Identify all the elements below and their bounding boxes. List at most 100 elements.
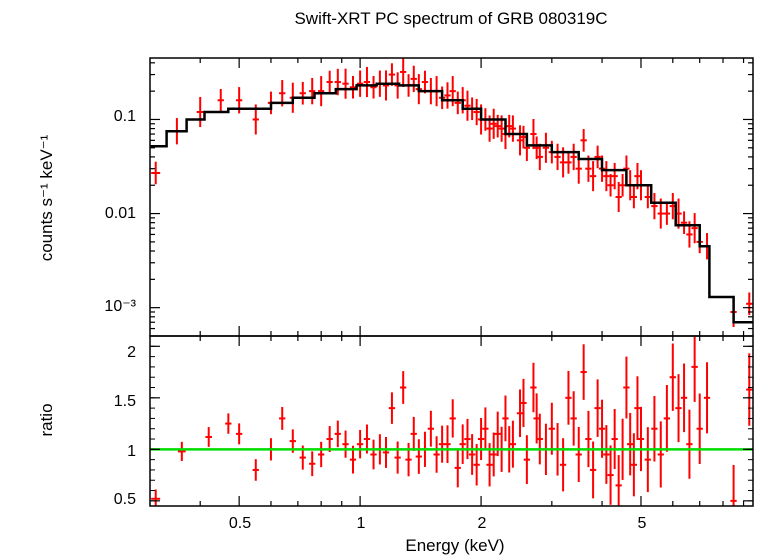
spectrum-point <box>309 77 316 105</box>
spectrum-point <box>217 88 224 112</box>
ratio-point <box>438 425 446 463</box>
bottom-y-axis-label: ratio <box>37 403 56 436</box>
spectrum-point <box>318 76 325 107</box>
spectrum-point <box>370 75 377 99</box>
ratio-point <box>342 430 349 458</box>
spectrum-point <box>615 181 622 213</box>
spectrum-point <box>421 70 429 94</box>
spectrum-point <box>151 161 161 185</box>
spectrum-point <box>663 202 671 225</box>
ratio-point <box>177 441 186 461</box>
ratio-point <box>611 409 618 470</box>
ratio-point <box>415 439 422 474</box>
spectrum-point <box>603 161 610 192</box>
ratio-point <box>669 343 676 411</box>
ratio-point <box>473 444 480 486</box>
spectrum-point <box>607 173 614 197</box>
ratio-point <box>746 353 753 426</box>
x-axis-label: Energy (keV) <box>405 536 504 555</box>
spectrum-point <box>533 136 540 160</box>
bottom-panel-frame <box>149 335 754 507</box>
ratio-point <box>427 410 434 447</box>
ratio-point <box>575 426 582 482</box>
ratio-point <box>615 455 622 506</box>
xtick-label-2: 2 <box>478 515 487 532</box>
ratio-point <box>530 362 537 413</box>
spectrum-point <box>619 173 626 197</box>
ratio-point <box>444 425 451 464</box>
spectrum-point <box>536 143 543 171</box>
spectrum-point <box>326 70 333 94</box>
spectrum-point <box>299 81 306 105</box>
ratio-point <box>570 391 577 446</box>
ratio-point <box>559 438 567 492</box>
spectrum-point <box>388 63 396 86</box>
spectrum-point <box>382 70 390 101</box>
ratio-point <box>634 376 641 440</box>
ratio-point <box>536 413 543 465</box>
spectrum-point <box>516 125 524 156</box>
spectrum-point <box>363 66 371 98</box>
ratio-point <box>334 420 341 448</box>
spectrum-point <box>473 98 480 126</box>
spectrum-point <box>580 129 587 152</box>
ratio-point <box>520 378 527 428</box>
ratio-point <box>449 399 456 438</box>
ratio-point <box>252 459 259 481</box>
spectrum-point <box>570 143 577 171</box>
ratio-point <box>433 436 440 473</box>
top-ytick-label-1: 0.01 <box>105 205 136 222</box>
ratio-point <box>680 363 688 433</box>
spectrum-point <box>691 213 698 244</box>
spectrum-point <box>342 68 349 99</box>
ratio-point <box>477 418 485 461</box>
bottom-ytick-label-1: 1 <box>127 443 136 460</box>
spectrum-point <box>356 70 364 97</box>
ratio-point <box>318 441 325 468</box>
top-model-layer <box>150 82 753 324</box>
spectrum-point <box>565 151 572 174</box>
spectrum-point <box>509 115 517 142</box>
spectrum-point <box>444 82 451 109</box>
spectrum-point <box>464 90 471 121</box>
ratio-point <box>644 427 651 493</box>
ratio-point <box>516 389 524 438</box>
spectrum-point <box>651 192 658 220</box>
ratio-point <box>686 409 693 479</box>
spectrum-point <box>494 114 501 138</box>
spectrum-point <box>454 91 461 115</box>
spectrum-point <box>680 211 688 234</box>
ratio-point <box>235 423 243 445</box>
ratio-point <box>454 448 461 488</box>
ratio-point <box>309 451 316 477</box>
xtick-label-0: 0.5 <box>229 515 251 532</box>
ratio-point <box>651 395 658 462</box>
ratio-point <box>589 441 597 499</box>
bottom-ytick-label-2: 1.5 <box>114 393 136 410</box>
chart-title: Swift-XRT PC spectrum of GRB 080319C <box>294 9 607 28</box>
ratio-point <box>594 379 601 437</box>
spectrum-point <box>449 76 456 107</box>
ratio-point <box>548 402 555 455</box>
ratio-point <box>703 362 711 434</box>
ratio-point <box>657 421 664 488</box>
spectrum-point <box>630 185 637 209</box>
ratio-point <box>382 436 390 468</box>
model-step-line <box>150 82 753 324</box>
top-ytick-label-0: 0.1 <box>114 108 136 125</box>
bottom-ytick-label-3: 2 <box>127 344 136 361</box>
spectrum-point <box>746 292 753 316</box>
ratio-point <box>459 424 466 464</box>
ratio-point <box>523 435 530 485</box>
ratio-point <box>490 432 497 477</box>
ratio-point <box>675 374 682 443</box>
xtick-label-3: 5 <box>638 515 647 532</box>
ratio-point <box>151 489 161 506</box>
ratio-point <box>637 406 645 472</box>
ratio-point <box>580 344 587 400</box>
spectrum-point <box>554 143 561 171</box>
spectrum-point <box>611 162 618 190</box>
bottom-ytick-label-0: 0.5 <box>114 491 136 508</box>
